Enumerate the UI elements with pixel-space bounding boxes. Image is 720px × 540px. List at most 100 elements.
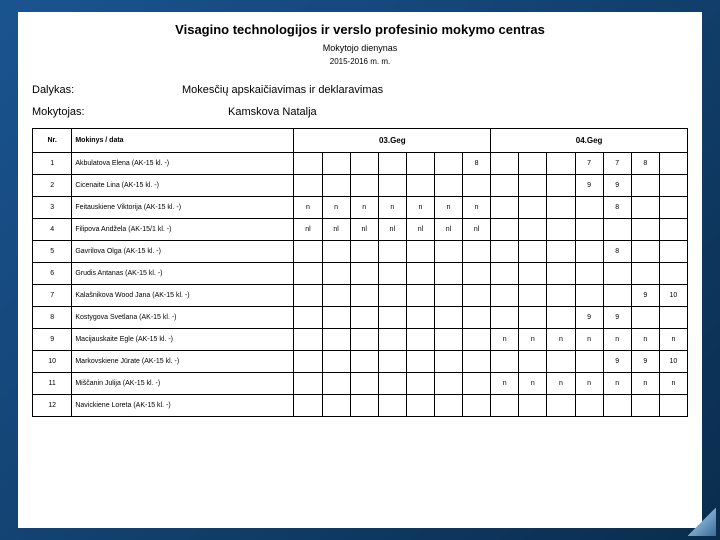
cell-grade: n xyxy=(603,329,631,351)
cell-grade: n xyxy=(294,197,322,219)
cell-grade xyxy=(322,373,350,395)
cell-grade xyxy=(491,175,519,197)
cell-name: Kostygova Svetlana (AK-15 kl. -) xyxy=(72,307,294,329)
cell-grade: nl xyxy=(294,219,322,241)
cell-grade xyxy=(659,175,687,197)
cell-grade xyxy=(603,395,631,417)
cell-grade xyxy=(378,307,406,329)
cell-grade: n xyxy=(631,373,659,395)
cell-grade xyxy=(350,395,378,417)
table-row: 10Markovskiene Jūrate (AK-15 kl. -)9910 xyxy=(33,351,688,373)
page-year: 2015-2016 m. m. xyxy=(32,57,688,66)
cell-grade xyxy=(547,175,575,197)
cell-grade xyxy=(519,395,547,417)
cell-grade xyxy=(491,351,519,373)
cell-grade: nl xyxy=(350,219,378,241)
table-row: 5Gavrilova Olga (AK-15 kl. -)8 xyxy=(33,241,688,263)
cell-grade xyxy=(631,175,659,197)
cell-grade xyxy=(406,153,434,175)
cell-grade xyxy=(603,263,631,285)
cell-grade: 9 xyxy=(603,175,631,197)
cell-grade xyxy=(519,153,547,175)
cell-grade: 9 xyxy=(631,351,659,373)
cell-name: Gavrilova Olga (AK-15 kl. -) xyxy=(72,241,294,263)
cell-grade xyxy=(519,175,547,197)
cell-grade: n xyxy=(659,329,687,351)
cell-grade xyxy=(406,285,434,307)
cell-grade xyxy=(659,263,687,285)
cell-grade xyxy=(322,263,350,285)
page-curl-icon xyxy=(688,508,716,536)
cell-nr: 6 xyxy=(33,263,72,285)
cell-grade xyxy=(463,329,491,351)
cell-grade: nl xyxy=(322,219,350,241)
cell-nr: 7 xyxy=(33,285,72,307)
cell-grade xyxy=(294,175,322,197)
table-header-row: Nr. Mokinys / data 03.Geg 04.Geg xyxy=(33,129,688,153)
cell-grade xyxy=(463,373,491,395)
table-row: 12Navickiene Loreta (AK-15 kl. -) xyxy=(33,395,688,417)
cell-grade xyxy=(350,351,378,373)
cell-grade: n xyxy=(491,329,519,351)
cell-grade xyxy=(547,219,575,241)
table-row: 2Cicenaite Lina (AK-15 kl. -)99 xyxy=(33,175,688,197)
cell-grade xyxy=(378,329,406,351)
cell-grade: n xyxy=(322,197,350,219)
cell-grade xyxy=(519,307,547,329)
subject-value: Mokesčių apskaičiavimas ir deklaravimas xyxy=(182,84,383,96)
cell-grade: n xyxy=(547,329,575,351)
cell-grade: nl xyxy=(463,219,491,241)
cell-grade xyxy=(322,153,350,175)
cell-grade: nl xyxy=(378,219,406,241)
cell-grade xyxy=(434,329,462,351)
cell-grade: n xyxy=(659,373,687,395)
cell-grade: n xyxy=(350,197,378,219)
cell-grade xyxy=(519,263,547,285)
cell-grade xyxy=(350,241,378,263)
cell-grade xyxy=(491,153,519,175)
cell-grade xyxy=(350,373,378,395)
cell-grade: n xyxy=(603,373,631,395)
cell-grade: n xyxy=(547,373,575,395)
cell-grade xyxy=(547,395,575,417)
cell-grade xyxy=(575,351,603,373)
cell-grade xyxy=(406,241,434,263)
cell-nr: 5 xyxy=(33,241,72,263)
subject-row: Dalykas: Mokesčių apskaičiavimas ir dekl… xyxy=(32,84,688,96)
cell-grade xyxy=(350,153,378,175)
table-row: 7Kalašnikova Wood Jana (AK-15 kl. -)910 xyxy=(33,285,688,307)
cell-grade xyxy=(378,241,406,263)
cell-nr: 11 xyxy=(33,373,72,395)
cell-grade xyxy=(406,329,434,351)
table-row: 9Macijauskaite Egle (AK-15 kl. -)nnnnnnn xyxy=(33,329,688,351)
page-title: Visagino technologijos ir verslo profesi… xyxy=(32,22,688,37)
cell-grade xyxy=(547,153,575,175)
cell-grade: n xyxy=(463,197,491,219)
cell-grade xyxy=(547,263,575,285)
cell-grade xyxy=(547,285,575,307)
cell-grade xyxy=(322,329,350,351)
cell-grade xyxy=(575,285,603,307)
cell-grade xyxy=(659,241,687,263)
cell-grade: 7 xyxy=(575,153,603,175)
cell-grade: 9 xyxy=(575,307,603,329)
cell-grade xyxy=(350,175,378,197)
cell-grade: n xyxy=(631,329,659,351)
date-header-2: 04.Geg xyxy=(491,129,688,153)
cell-grade xyxy=(575,395,603,417)
cell-grade xyxy=(378,395,406,417)
cell-grade: 8 xyxy=(603,197,631,219)
cell-grade: 10 xyxy=(659,285,687,307)
page: Visagino technologijos ir verslo profesi… xyxy=(18,12,702,528)
table-row: 11Miščanin Julija (AK-15 kl. -)nnnnnnn xyxy=(33,373,688,395)
cell-name: Kalašnikova Wood Jana (AK-15 kl. -) xyxy=(72,285,294,307)
cell-grade xyxy=(294,351,322,373)
cell-grade xyxy=(434,285,462,307)
cell-nr: 12 xyxy=(33,395,72,417)
cell-grade xyxy=(378,153,406,175)
cell-grade xyxy=(491,285,519,307)
table-body: 1Akbulatova Elena (AK-15 kl. -)87782Cice… xyxy=(33,153,688,417)
cell-grade xyxy=(519,351,547,373)
cell-grade xyxy=(434,395,462,417)
cell-grade xyxy=(463,175,491,197)
